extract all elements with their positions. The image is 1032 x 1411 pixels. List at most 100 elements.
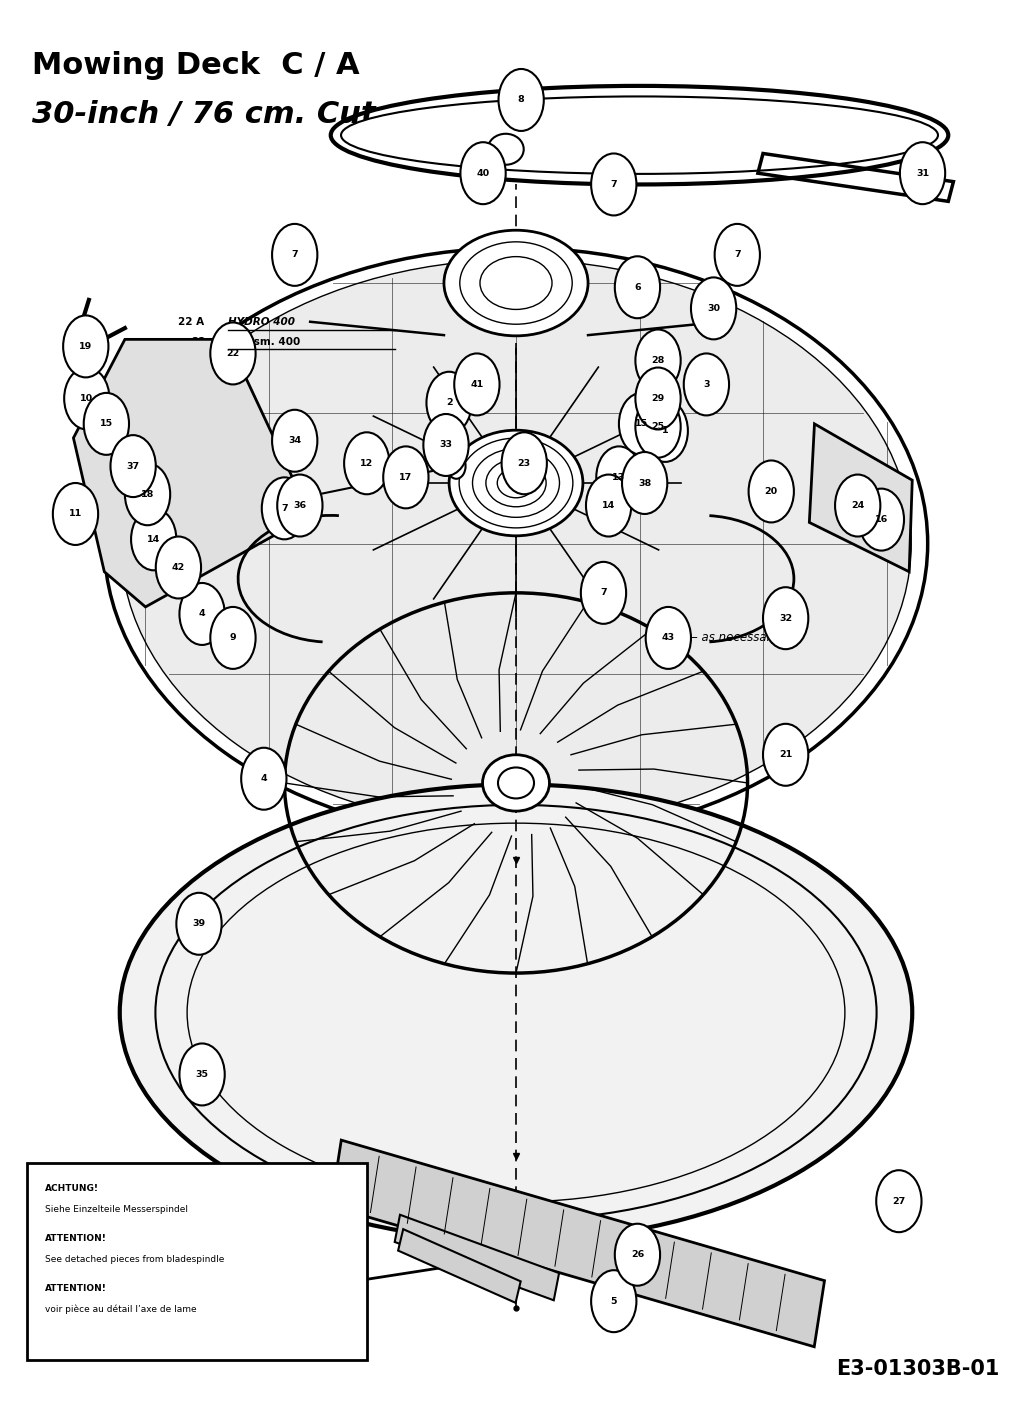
Text: 5: 5	[611, 1297, 617, 1305]
Text: 17: 17	[399, 473, 413, 483]
Text: 40: 40	[477, 169, 489, 178]
Text: 6: 6	[634, 282, 641, 292]
Circle shape	[596, 446, 642, 508]
Text: 7: 7	[611, 181, 617, 189]
Text: ACHTUNG!: ACHTUNG!	[44, 1184, 99, 1194]
Ellipse shape	[488, 134, 523, 165]
Text: 12: 12	[360, 459, 374, 468]
Circle shape	[262, 477, 308, 539]
Circle shape	[876, 1170, 922, 1232]
Circle shape	[763, 724, 808, 786]
Circle shape	[64, 367, 109, 429]
Circle shape	[426, 371, 472, 433]
Polygon shape	[394, 1215, 559, 1301]
Text: ATTENTION!: ATTENTION!	[44, 1284, 106, 1292]
Circle shape	[586, 474, 632, 536]
Ellipse shape	[483, 755, 549, 811]
Text: 14: 14	[148, 535, 160, 543]
Text: 19: 19	[79, 341, 93, 351]
Text: 3: 3	[703, 380, 710, 389]
Circle shape	[241, 748, 287, 810]
Circle shape	[619, 392, 665, 454]
Circle shape	[646, 607, 691, 669]
Circle shape	[643, 399, 688, 461]
Text: 39: 39	[192, 920, 205, 928]
Circle shape	[278, 474, 323, 536]
Circle shape	[362, 464, 381, 490]
Text: 18: 18	[140, 490, 154, 498]
Text: 15: 15	[635, 419, 648, 429]
Circle shape	[211, 323, 256, 384]
Text: 2: 2	[446, 398, 452, 408]
Circle shape	[691, 278, 736, 340]
Circle shape	[296, 484, 315, 509]
Circle shape	[53, 483, 98, 545]
Text: See detached pieces from bladespindle: See detached pieces from bladespindle	[44, 1254, 224, 1264]
Circle shape	[581, 562, 626, 624]
Text: 22: 22	[226, 349, 239, 358]
Text: 21: 21	[779, 751, 793, 759]
Circle shape	[84, 392, 129, 454]
Text: 23: 23	[518, 459, 530, 468]
Text: 13: 13	[612, 473, 625, 483]
Text: 30-inch / 76 cm. Cut: 30-inch / 76 cm. Cut	[32, 100, 376, 128]
Text: 38: 38	[638, 478, 651, 488]
Ellipse shape	[341, 96, 938, 174]
Circle shape	[615, 1223, 660, 1285]
Circle shape	[591, 154, 637, 216]
Text: 7: 7	[601, 588, 607, 597]
Circle shape	[900, 143, 945, 205]
FancyBboxPatch shape	[27, 1163, 366, 1360]
Circle shape	[591, 1270, 637, 1332]
Text: 9: 9	[230, 634, 236, 642]
Text: 4: 4	[260, 775, 267, 783]
Text: 10: 10	[80, 394, 93, 404]
Text: 22 A: 22 A	[179, 317, 204, 327]
Circle shape	[636, 395, 681, 457]
Text: 31: 31	[916, 169, 929, 178]
Text: 41: 41	[471, 380, 484, 389]
Text: 43: 43	[662, 634, 675, 642]
Text: 7: 7	[281, 504, 288, 512]
Polygon shape	[809, 423, 912, 571]
Polygon shape	[331, 1140, 825, 1346]
Circle shape	[454, 353, 499, 415]
Circle shape	[460, 143, 506, 205]
Text: 30: 30	[707, 303, 720, 313]
Text: 27: 27	[893, 1197, 905, 1205]
Text: 35: 35	[196, 1070, 208, 1079]
Text: 36: 36	[293, 501, 307, 509]
Text: 8: 8	[518, 96, 524, 104]
Text: 20: 20	[765, 487, 778, 495]
Circle shape	[748, 460, 794, 522]
Text: 25: 25	[651, 422, 665, 432]
Text: 26: 26	[631, 1250, 644, 1259]
Text: — as necessary: — as necessary	[686, 631, 778, 645]
Text: voir pièce au détail l’axe de lame: voir pièce au détail l’axe de lame	[44, 1305, 196, 1314]
Text: 15: 15	[100, 419, 112, 429]
Circle shape	[125, 463, 170, 525]
Circle shape	[110, 435, 156, 497]
Circle shape	[156, 536, 201, 598]
Text: 42: 42	[171, 563, 185, 571]
Text: 24: 24	[851, 501, 865, 509]
Text: E3-01303B-01: E3-01303B-01	[836, 1359, 1000, 1379]
Circle shape	[684, 353, 729, 415]
Text: 7: 7	[291, 250, 298, 260]
Circle shape	[131, 508, 176, 570]
Circle shape	[383, 446, 428, 508]
Circle shape	[763, 587, 808, 649]
Circle shape	[636, 367, 681, 429]
Text: 4: 4	[199, 610, 205, 618]
Text: ATTENTION!: ATTENTION!	[44, 1235, 106, 1243]
Text: 32: 32	[779, 614, 793, 622]
Circle shape	[714, 224, 760, 286]
Ellipse shape	[444, 230, 588, 336]
Circle shape	[835, 474, 880, 536]
Circle shape	[211, 607, 256, 669]
Text: 16: 16	[875, 515, 888, 523]
Circle shape	[176, 893, 222, 955]
Ellipse shape	[449, 430, 583, 536]
Circle shape	[498, 69, 544, 131]
Circle shape	[502, 432, 547, 494]
